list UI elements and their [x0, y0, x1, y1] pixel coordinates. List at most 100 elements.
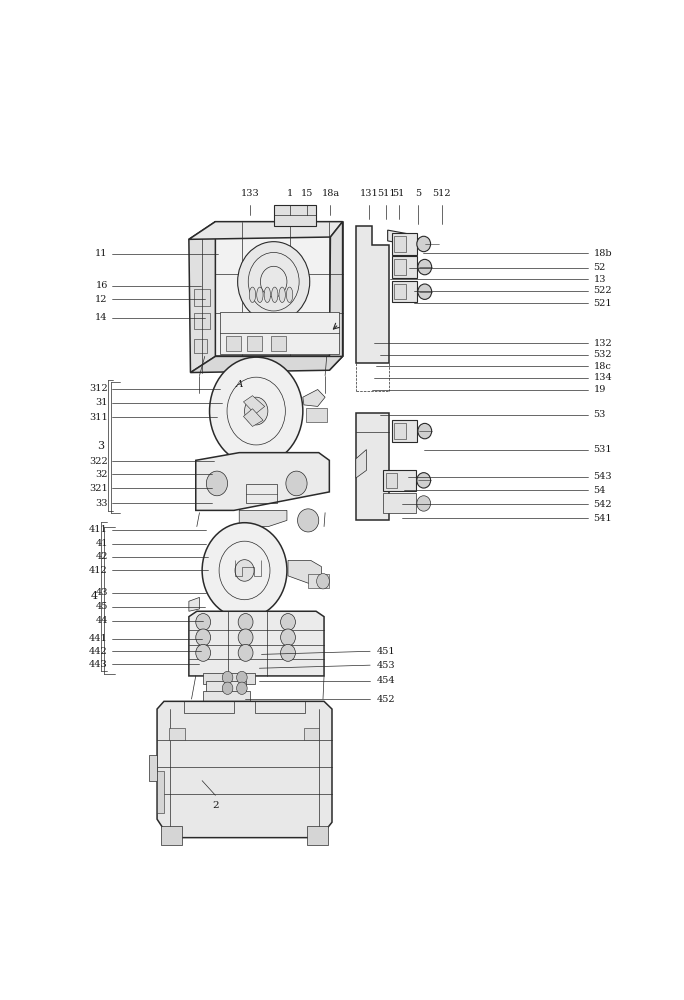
- Ellipse shape: [249, 287, 256, 302]
- Polygon shape: [196, 453, 330, 510]
- Polygon shape: [303, 389, 325, 406]
- Ellipse shape: [280, 629, 295, 646]
- Bar: [246, 484, 278, 503]
- Text: 18c: 18c: [593, 362, 611, 371]
- Text: 541: 541: [593, 514, 612, 523]
- Ellipse shape: [237, 671, 247, 684]
- Polygon shape: [190, 356, 343, 373]
- Ellipse shape: [417, 496, 431, 511]
- Text: 322: 322: [89, 457, 108, 466]
- Text: 443: 443: [89, 660, 108, 669]
- Polygon shape: [157, 701, 332, 838]
- Ellipse shape: [417, 473, 431, 488]
- Text: 52: 52: [593, 263, 606, 272]
- Ellipse shape: [222, 682, 233, 694]
- Polygon shape: [304, 728, 319, 740]
- Text: 512: 512: [432, 189, 451, 198]
- Ellipse shape: [298, 509, 319, 532]
- Bar: [220, 312, 339, 354]
- Ellipse shape: [207, 471, 228, 496]
- Ellipse shape: [222, 671, 233, 684]
- Polygon shape: [388, 230, 419, 245]
- Bar: [384, 470, 417, 491]
- Ellipse shape: [286, 471, 307, 496]
- Bar: [392, 281, 417, 302]
- Text: 132: 132: [593, 339, 612, 348]
- Polygon shape: [157, 771, 164, 813]
- Ellipse shape: [196, 644, 211, 661]
- Text: 134: 134: [593, 373, 612, 382]
- Bar: [394, 236, 406, 252]
- Text: 15: 15: [301, 189, 313, 198]
- Text: 54: 54: [593, 486, 606, 495]
- Polygon shape: [330, 222, 343, 370]
- Ellipse shape: [287, 287, 293, 302]
- Ellipse shape: [235, 560, 254, 581]
- Bar: [203, 691, 250, 705]
- Text: 5: 5: [415, 189, 421, 198]
- Text: 18a: 18a: [321, 189, 339, 198]
- Text: 11: 11: [95, 249, 108, 258]
- Text: 452: 452: [377, 695, 395, 704]
- Bar: [194, 289, 210, 306]
- Text: 43: 43: [95, 588, 108, 597]
- Text: 33: 33: [95, 499, 108, 508]
- Text: 442: 442: [89, 647, 108, 656]
- Bar: [255, 701, 306, 713]
- Ellipse shape: [417, 236, 431, 252]
- Bar: [384, 493, 417, 513]
- Ellipse shape: [202, 523, 287, 618]
- Text: 133: 133: [241, 189, 259, 198]
- Text: 31: 31: [95, 398, 108, 407]
- Ellipse shape: [279, 287, 285, 302]
- Ellipse shape: [237, 682, 247, 694]
- Polygon shape: [288, 560, 321, 584]
- Text: 522: 522: [593, 286, 612, 295]
- Bar: [226, 336, 241, 351]
- Polygon shape: [189, 611, 324, 676]
- Bar: [392, 420, 417, 442]
- Bar: [183, 701, 234, 713]
- Bar: [194, 339, 207, 353]
- Ellipse shape: [418, 259, 432, 275]
- Polygon shape: [356, 450, 367, 478]
- Ellipse shape: [209, 357, 303, 465]
- Polygon shape: [189, 222, 215, 373]
- Ellipse shape: [272, 287, 278, 302]
- Text: 53: 53: [593, 410, 606, 419]
- Text: 412: 412: [89, 566, 108, 575]
- Bar: [394, 259, 406, 275]
- Text: 411: 411: [89, 525, 108, 534]
- Text: 543: 543: [593, 472, 612, 481]
- Polygon shape: [244, 396, 265, 414]
- Text: 321: 321: [89, 484, 108, 493]
- Text: 16: 16: [95, 281, 108, 290]
- Text: 18b: 18b: [593, 249, 612, 258]
- Ellipse shape: [238, 644, 253, 661]
- Text: 44: 44: [95, 616, 108, 625]
- Bar: [247, 336, 262, 351]
- Text: 2: 2: [212, 801, 219, 810]
- Bar: [207, 681, 246, 694]
- Ellipse shape: [280, 614, 295, 631]
- Ellipse shape: [237, 242, 310, 322]
- Bar: [308, 574, 330, 588]
- Polygon shape: [215, 222, 343, 356]
- Text: 454: 454: [377, 676, 395, 685]
- Text: 532: 532: [593, 350, 612, 359]
- Polygon shape: [244, 409, 263, 426]
- Polygon shape: [189, 222, 343, 239]
- Ellipse shape: [238, 614, 253, 631]
- Ellipse shape: [254, 314, 278, 342]
- Text: 1: 1: [287, 189, 293, 198]
- Text: 131: 131: [360, 189, 378, 198]
- Bar: [194, 312, 210, 329]
- Ellipse shape: [196, 629, 211, 646]
- Ellipse shape: [317, 574, 330, 589]
- Text: 42: 42: [95, 552, 108, 561]
- Polygon shape: [189, 597, 200, 611]
- Text: 521: 521: [593, 299, 612, 308]
- Text: 14: 14: [95, 313, 108, 322]
- Text: 511: 511: [377, 189, 395, 198]
- Bar: [274, 205, 316, 226]
